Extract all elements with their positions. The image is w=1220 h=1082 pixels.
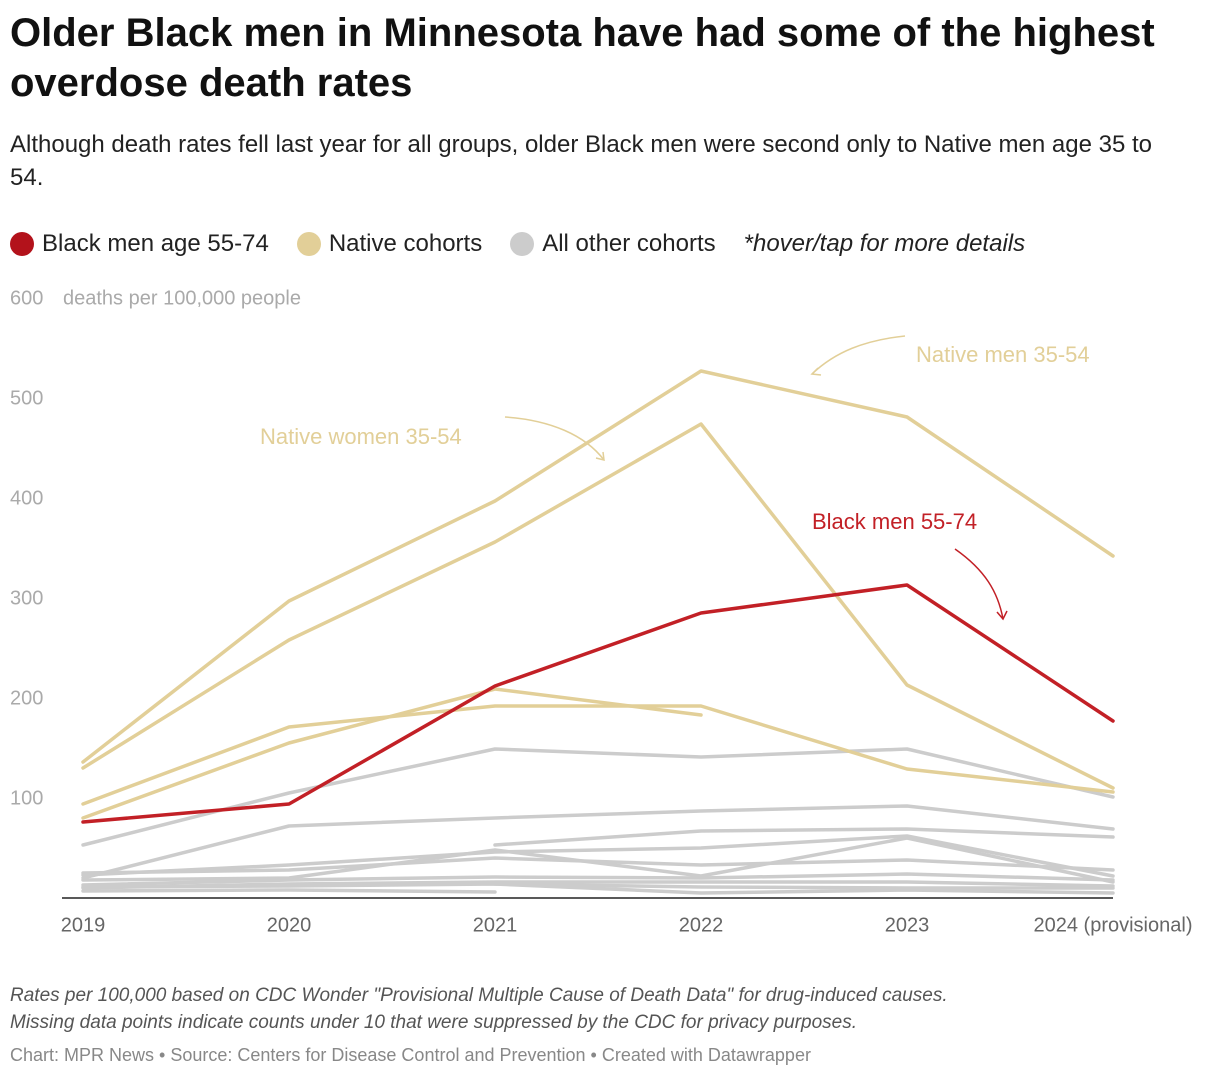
- series-line: [81, 369, 1115, 764]
- chart-title: Older Black men in Minnesota have had so…: [10, 11, 1155, 105]
- x-tick-label: 2024 (provisional): [1034, 914, 1193, 936]
- annotation-arrowhead: [595, 451, 605, 461]
- series-line: [493, 827, 1115, 847]
- legend-swatch: [510, 232, 535, 256]
- chart-subtitle: Although death rates fell last year for …: [10, 131, 1152, 191]
- legend-note: *hover/tap for more details: [743, 230, 1026, 257]
- y-axis-label: deaths per 100,000 people: [63, 287, 301, 309]
- annotation-arrowhead: [996, 610, 1008, 621]
- annotation: Native women 35-54: [260, 424, 462, 449]
- legend-swatch: [10, 232, 34, 256]
- x-tick-label: 2023: [885, 914, 930, 936]
- y-tick-label: 200: [10, 687, 43, 709]
- annotation-arrow: [954, 548, 1004, 620]
- x-tick-label: 2019: [61, 914, 106, 936]
- series-line: [81, 583, 1115, 824]
- legend-item: Native cohorts: [296, 230, 483, 258]
- series-line: [81, 422, 1115, 790]
- legend-item: Black men age 55-74: [10, 230, 269, 258]
- legend-item: All other cohorts: [510, 230, 716, 258]
- series-line: [81, 836, 1115, 884]
- series-line: [81, 834, 1115, 878]
- series-line: [81, 872, 1115, 887]
- legend-label: Native cohorts: [328, 230, 483, 257]
- y-tick-label: 600: [10, 287, 43, 309]
- notes: Rates per 100,000 based on CDC Wonder "P…: [10, 982, 948, 1036]
- x-tick-label: 2022: [679, 914, 724, 936]
- plot-area: 100 200 300 400 500 600 deaths per 100,000 peo…: [10, 287, 1192, 936]
- series-line: [81, 882, 1115, 890]
- annotation-arrow: [811, 335, 906, 375]
- annotation-arrow: [504, 416, 605, 461]
- y-tick-label: 500: [10, 387, 43, 409]
- legend: Black men age 55-74 Native cohorts All oth…: [10, 230, 1025, 258]
- y-tick-label: 300: [10, 587, 43, 609]
- footer: Chart: MPR News • Source: Centers for Di…: [10, 1045, 811, 1065]
- annotation: Black men 55-74: [812, 509, 977, 534]
- annotation: Native men 35-54: [916, 342, 1090, 367]
- y-tick-label: 100: [10, 787, 43, 809]
- series-line: [81, 888, 497, 894]
- legend-swatch: [296, 232, 321, 256]
- series-line: [81, 856, 1115, 875]
- legend-label: Black men age 55-74: [42, 230, 269, 257]
- x-tick-label: 2020: [267, 914, 312, 936]
- annotation-arrowhead: [810, 367, 822, 376]
- x-tick-label: 2021: [473, 914, 518, 936]
- y-tick-label: 400: [10, 487, 43, 509]
- series-line: [81, 747, 1115, 847]
- note: Rates per 100,000 based on CDC Wonder "P…: [10, 985, 948, 1006]
- series-line: [81, 804, 1115, 880]
- note: Missing data points indicate counts unde…: [10, 1012, 858, 1033]
- series-line: [493, 882, 1115, 895]
- series-line: [81, 704, 1115, 806]
- legend-label: All other cohorts: [542, 230, 716, 257]
